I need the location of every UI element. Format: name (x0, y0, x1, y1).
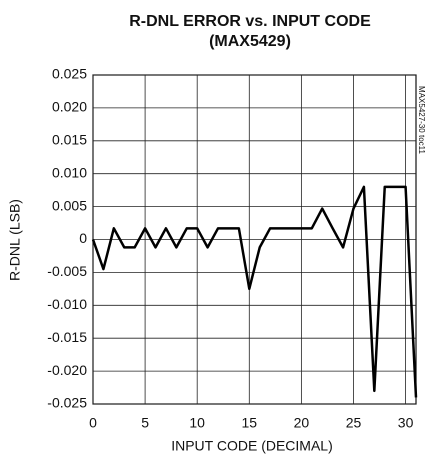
x-axis-label: INPUT CODE (DECIMAL) (171, 438, 333, 454)
x-tick-label: 15 (242, 415, 258, 431)
x-tick-label: 30 (398, 415, 414, 431)
y-tick-label: -0.015 (47, 329, 87, 345)
chart-title: R-DNL ERROR vs. INPUT CODE (129, 13, 371, 30)
y-tick-label: -0.020 (47, 362, 87, 378)
y-tick-label: 0.020 (52, 99, 87, 115)
x-tick-label: 10 (189, 415, 205, 431)
y-tick-label: -0.025 (47, 395, 87, 411)
x-tick-label: 20 (294, 415, 310, 431)
y-tick-label: -0.005 (47, 263, 87, 279)
data-line (91, 185, 418, 398)
x-tick-label: 5 (141, 415, 149, 431)
x-tick-label: 25 (346, 415, 362, 431)
x-tick-label: 0 (89, 415, 97, 431)
y-tick-label: 0.005 (52, 197, 87, 213)
y-tick-label: 0.025 (52, 66, 87, 82)
side-note: MAX5427-30 toc11 (417, 86, 425, 154)
y-axis-label: R-DNL (LSB) (7, 199, 23, 281)
y-tick-label: 0.015 (52, 132, 87, 148)
y-tick-label: 0 (79, 230, 87, 246)
chart-subtitle: (MAX5429) (209, 33, 291, 50)
y-tick-label: -0.010 (47, 296, 87, 312)
y-tick-label: 0.010 (52, 164, 87, 180)
